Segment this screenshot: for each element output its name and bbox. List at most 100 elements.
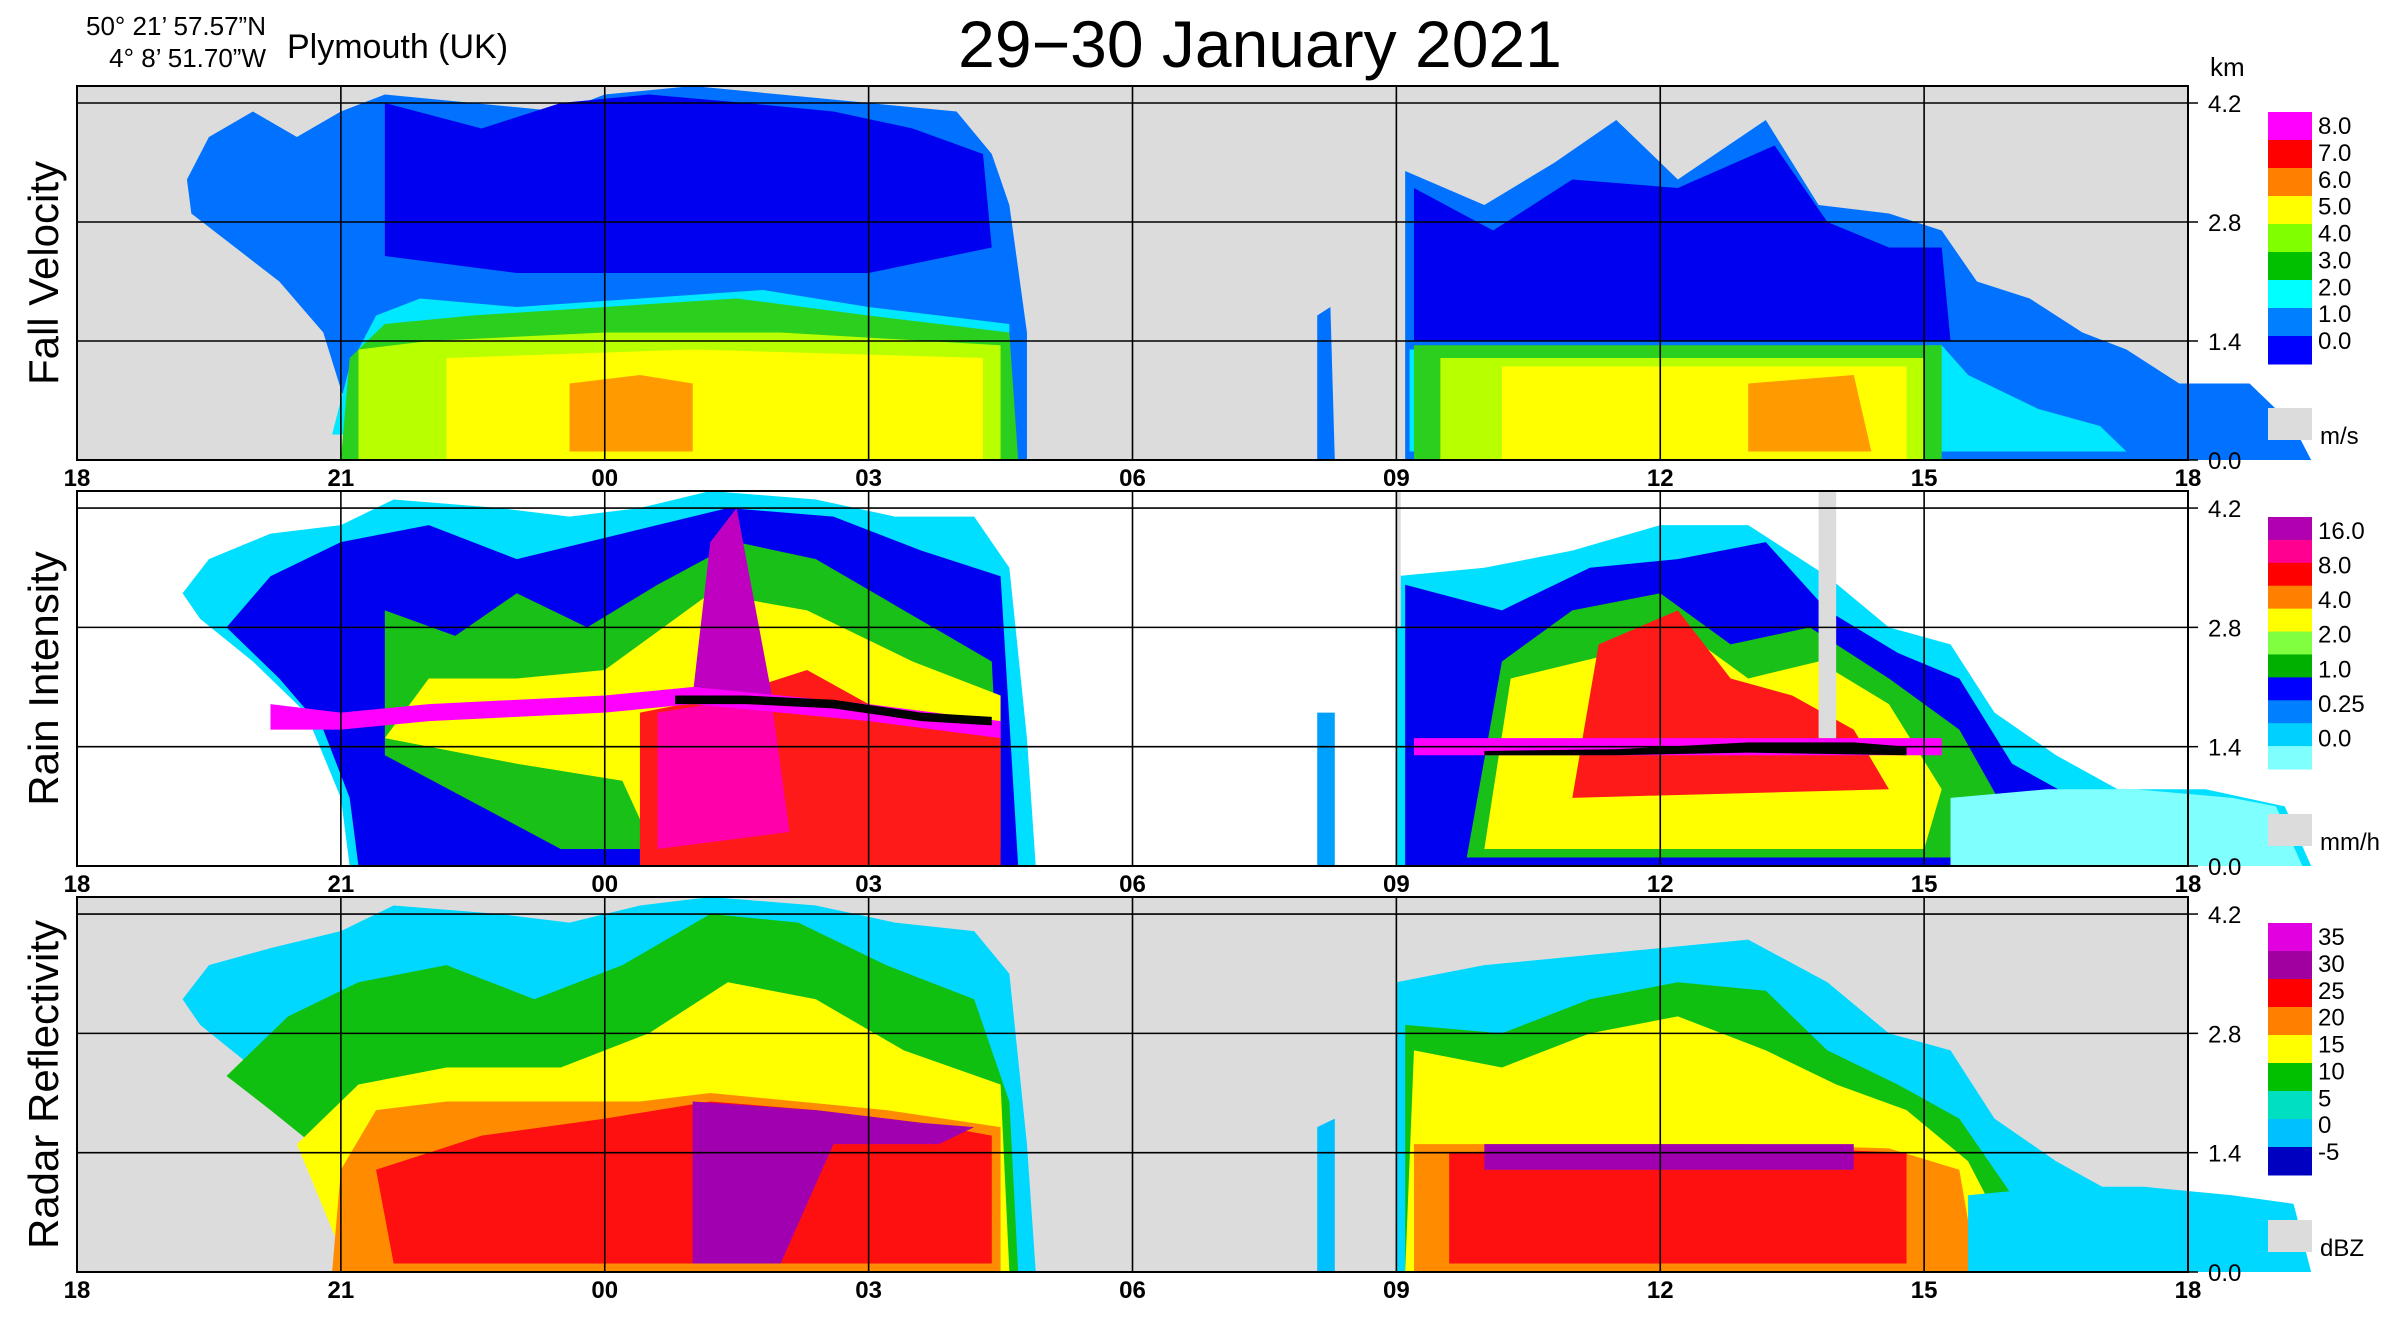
colorbar-swatch [2268, 951, 2312, 980]
colorbar-label: -5 [2318, 1139, 2339, 1166]
colorbar-swatch [2268, 923, 2312, 952]
x-tick-label: 15 [1911, 871, 1938, 898]
colorbar-swatch [2268, 140, 2312, 169]
plot-frame [76, 85, 2189, 461]
y-tick-label: 1.4 [2208, 735, 2241, 762]
nodata-swatch [2268, 1220, 2312, 1252]
colorbar-unit-label: mm/h [2320, 829, 2380, 856]
colorbar-swatch [2268, 539, 2312, 564]
colorbar-swatch [2268, 168, 2312, 197]
colorbar-swatch [2268, 1119, 2312, 1148]
colorbar-swatch [2268, 1063, 2312, 1092]
x-tick-label: 09 [1383, 465, 1410, 492]
colorbar-swatch [2268, 252, 2312, 281]
latitude-label: 50° 21’ 57.57”N [86, 11, 266, 41]
colorbar-label: 1.0 [2318, 301, 2351, 328]
colorbar-swatch [2268, 585, 2312, 610]
colorbar-swatch [2268, 746, 2312, 770]
data-region-yellow [446, 349, 983, 460]
colorbar-label: 35 [2318, 924, 2345, 951]
y-tick-label: 1.4 [2208, 1141, 2241, 1168]
y-tick-label: 0.0 [2208, 1260, 2241, 1287]
y-tick-label: 2.8 [2208, 1021, 2241, 1048]
colorbar-swatch [2268, 723, 2312, 747]
colorbar-swatch [2268, 224, 2312, 253]
colorbar-unit-label: m/s [2320, 423, 2359, 450]
y-axis-title: Radar Reflectivity [20, 920, 67, 1249]
colorbar-label: 15 [2318, 1032, 2345, 1059]
colorbar-label: 5 [2318, 1085, 2331, 1112]
y-tick-label: 4.2 [2208, 902, 2241, 929]
x-tick-label: 15 [1911, 1277, 1938, 1304]
data-region-blue-core-2 [1413, 145, 1951, 341]
data-region-spike [1317, 1118, 1335, 1272]
nodata-swatch [2268, 408, 2312, 440]
x-tick-label: 09 [1383, 1277, 1410, 1304]
x-tick-label: 18 [64, 465, 91, 492]
y-tick-label: 2.8 [2208, 615, 2241, 642]
colorbar-swatch [2268, 517, 2312, 541]
data-region-orange-2 [1748, 375, 1872, 452]
plot-frame [76, 896, 2189, 1273]
colorbar-label: 8.0 [2318, 113, 2351, 140]
data-region-tail [1968, 1186, 2312, 1272]
colorbar-unit-label: dBZ [2320, 1235, 2364, 1262]
plot-frame [76, 490, 2189, 867]
x-tick-label: 18 [64, 1277, 91, 1304]
longitude-label: 4° 8’ 51.70”W [109, 43, 266, 73]
x-tick-label: 00 [591, 465, 618, 492]
data-region-magenta [657, 704, 790, 849]
colorbar-label: 10 [2318, 1058, 2345, 1085]
colorbar-swatch [2268, 308, 2312, 337]
x-tick-label: 18 [64, 871, 91, 898]
colorbar-label: 2.0 [2318, 622, 2351, 649]
x-tick-label: 12 [1647, 871, 1674, 898]
data-region-purple [692, 1101, 975, 1264]
data-region-orange [569, 375, 693, 452]
y-unit-label: km [2210, 52, 2245, 82]
x-tick-label: 06 [1119, 1277, 1146, 1304]
colorbar-label: 0.0 [2318, 328, 2351, 355]
data-region-melt-core-2 [1484, 742, 1907, 756]
y-tick-label: 2.8 [2208, 210, 2241, 237]
data-region-red-2 [1449, 1148, 1907, 1264]
colorbar-swatch [2268, 654, 2312, 678]
x-tick-label: 06 [1119, 465, 1146, 492]
x-tick-label: 00 [591, 871, 618, 898]
x-tick-label: 03 [855, 871, 882, 898]
x-tick-label: 21 [328, 871, 355, 898]
data-region-tail-light [1950, 789, 2303, 866]
colorbar-swatch [2268, 608, 2312, 633]
data-region-gap-a [1818, 491, 1837, 739]
data-region-melt-core [675, 695, 992, 726]
x-tick-label: 09 [1383, 871, 1410, 898]
y-tick-label: 0.0 [2208, 448, 2241, 475]
y-tick-label: 1.4 [2208, 329, 2241, 356]
colorbar-label: 4.0 [2318, 221, 2351, 248]
colorbar-swatch [2268, 1007, 2312, 1036]
colorbar-swatch [2268, 631, 2312, 655]
y-tick-label: 4.2 [2208, 496, 2241, 523]
x-tick-label: 18 [2175, 871, 2202, 898]
colorbar-label: 0.25 [2318, 691, 2365, 718]
colorbar-swatch [2268, 1091, 2312, 1120]
colorbar-swatch [2268, 336, 2312, 365]
location-label: Plymouth (UK) [287, 28, 509, 66]
x-tick-label: 21 [328, 465, 355, 492]
colorbar-swatch [2268, 112, 2312, 141]
colorbar-label: 3.0 [2318, 247, 2351, 274]
colorbar-swatch [2268, 562, 2312, 587]
colorbar-label: 20 [2318, 1005, 2345, 1032]
colorbar-label: 30 [2318, 951, 2345, 978]
colorbar-label: 16.0 [2318, 518, 2365, 545]
nodata-swatch [2268, 814, 2312, 846]
data-region-blue-core [384, 94, 992, 273]
colorbar-label: 8.0 [2318, 553, 2351, 580]
x-tick-label: 18 [2175, 1277, 2202, 1304]
colorbar-label: 6.0 [2318, 167, 2351, 194]
colorbar-swatch [2268, 677, 2312, 701]
colorbar-label: 1.0 [2318, 656, 2351, 683]
y-tick-label: 4.2 [2208, 91, 2241, 118]
colorbar-label: 7.0 [2318, 140, 2351, 167]
